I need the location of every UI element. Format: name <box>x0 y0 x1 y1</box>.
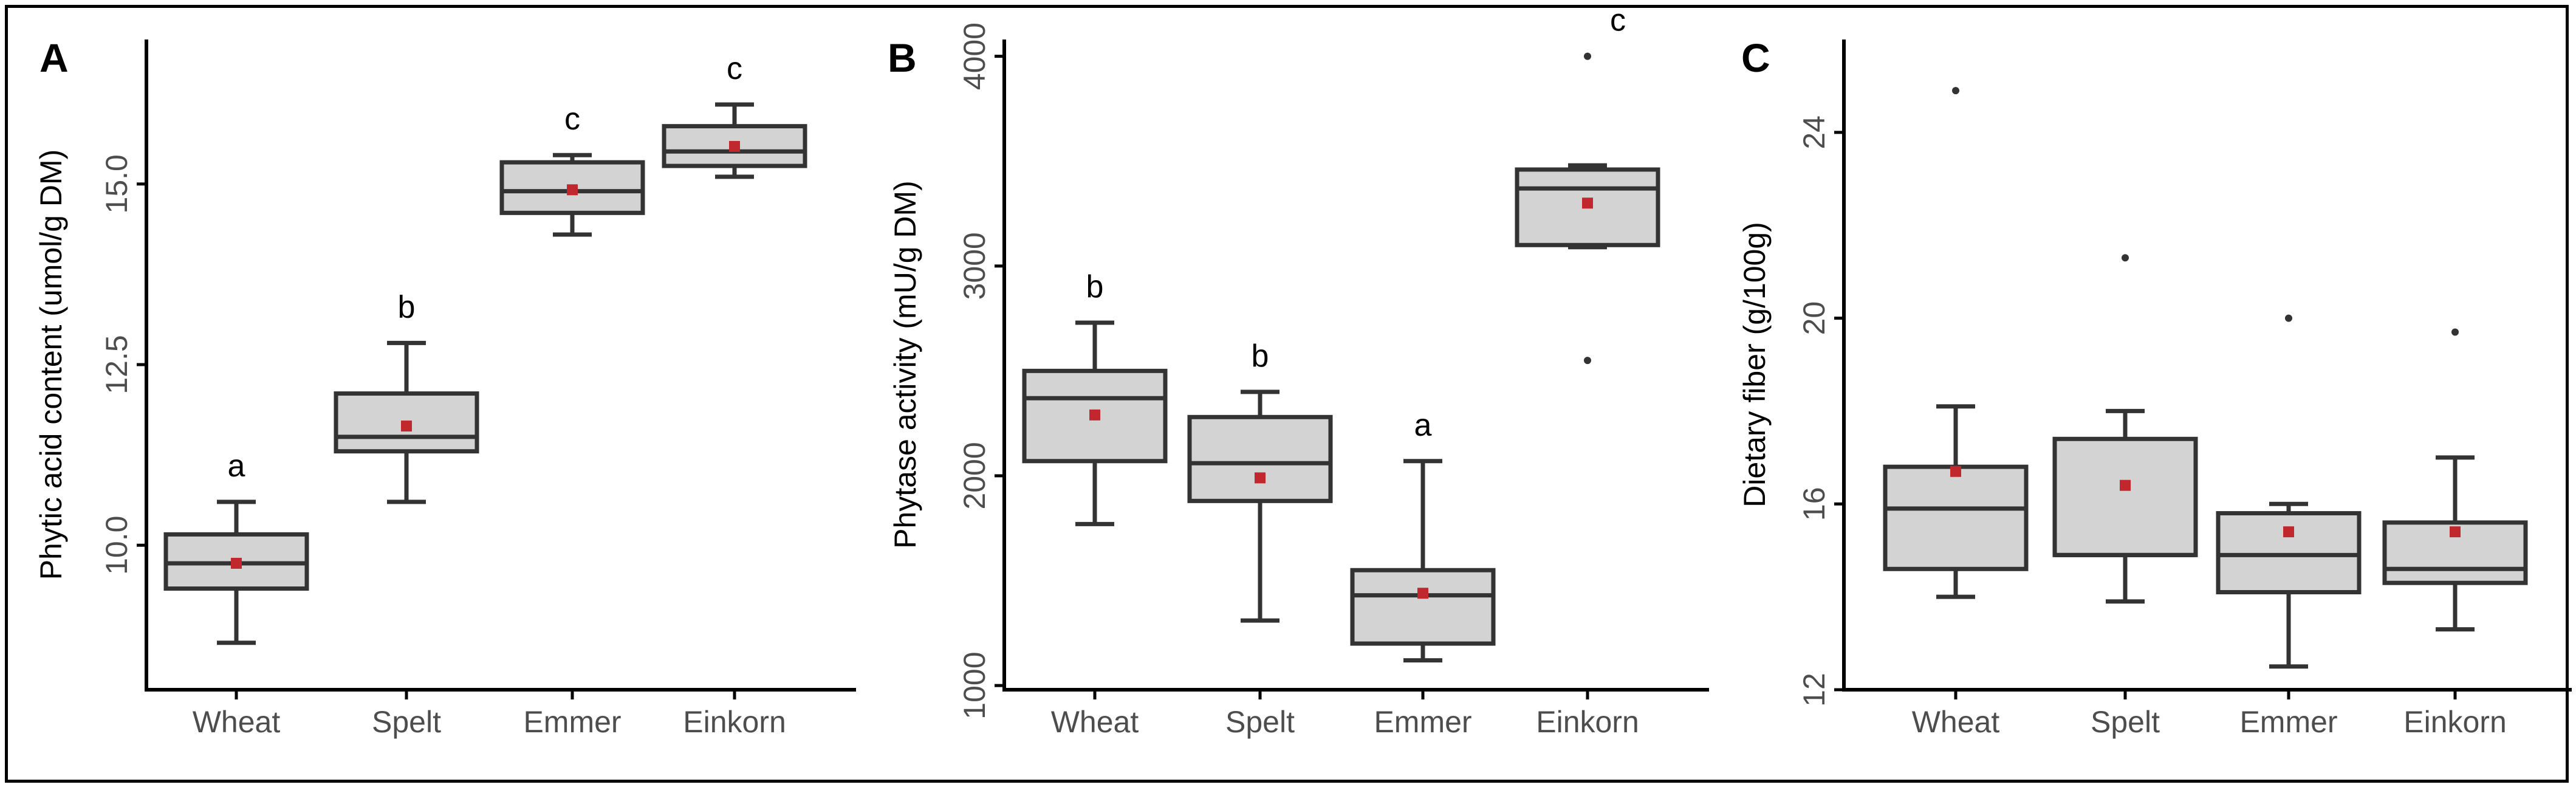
mean-marker <box>1255 472 1266 484</box>
y-tick-label: 2000 <box>957 442 992 509</box>
x-tick-label: Einkorn <box>683 705 786 739</box>
significance-letter: b <box>1252 338 1269 374</box>
box-spelt <box>2052 436 2198 557</box>
y-tick-label: 12 <box>1797 673 1831 707</box>
mean-marker <box>2283 526 2294 538</box>
y-tick-label: 24 <box>1797 115 1831 149</box>
significance-letter: c <box>727 51 742 86</box>
x-tick-label: Spelt <box>2091 705 2160 739</box>
x-tick-label: Emmer <box>1374 705 1471 739</box>
mean-marker <box>1417 588 1428 599</box>
y-tick-label: 10.0 <box>100 516 134 575</box>
x-tick-label: Einkorn <box>2403 705 2507 739</box>
box-emmer <box>1350 568 1496 646</box>
x-tick-label: Spelt <box>1225 705 1295 739</box>
outlier-point <box>2451 328 2459 336</box>
mean-marker <box>231 557 242 569</box>
y-axis-label-c: Dietary fiber (g/100g) <box>1738 222 1772 507</box>
box-spelt <box>1187 414 1333 503</box>
outlier-point <box>2285 314 2292 322</box>
y-tick-label: 3000 <box>957 232 992 300</box>
x-tick-label: Wheat <box>1912 705 2000 739</box>
mean-marker <box>1582 197 1593 209</box>
outlier-point <box>2122 254 2129 262</box>
mean-marker <box>1950 465 1961 477</box>
panel-letter-a: A <box>39 35 69 80</box>
y-tick-label: 12.5 <box>100 335 134 394</box>
outlier-point <box>1584 52 1591 60</box>
box-wheat <box>1883 464 2029 571</box>
outlier-point <box>1584 357 1591 365</box>
x-tick-label: Spelt <box>372 705 441 739</box>
significance-letter: b <box>398 289 416 325</box>
significance-letter: b <box>1086 269 1104 304</box>
x-tick-label: Einkorn <box>1536 705 1639 739</box>
mean-marker <box>729 140 740 152</box>
box-plot-figure: A Phytic acid content (umol/g DM) 10.0 12.5… <box>34 8 2572 739</box>
box-emmer <box>2216 511 2362 594</box>
mean-marker <box>2120 479 2131 491</box>
y-tick-label: 4000 <box>957 22 992 90</box>
significance-letter: c <box>564 101 580 137</box>
significance-letter: c <box>1610 8 1626 38</box>
x-tick-label: Wheat <box>1051 705 1139 739</box>
y-axis-label-b: Phytase activity (mU/g DM) <box>888 180 922 549</box>
panel-letter-c: C <box>1741 35 1770 80</box>
mean-marker <box>2450 526 2461 538</box>
mean-marker <box>567 184 578 196</box>
y-axis-label-a: Phytic acid content (umol/g DM) <box>34 149 68 580</box>
mean-marker <box>401 421 412 432</box>
box-einkorn <box>662 124 807 168</box>
significance-letter: a <box>1414 408 1432 443</box>
significance-letter: a <box>228 448 245 484</box>
y-tick-label: 16 <box>1797 487 1831 521</box>
mean-marker <box>1089 409 1100 421</box>
y-tick-label: 15.0 <box>100 154 134 213</box>
x-tick-label: Emmer <box>2239 705 2337 739</box>
outlier-point <box>1952 87 1959 95</box>
figure-frame: A Phytic acid content (umol/g DM) 10.0 12.5… <box>5 5 2572 783</box>
y-tick-label: 20 <box>1797 301 1831 335</box>
y-tick-label: 1000 <box>957 651 992 719</box>
panel-letter-b: B <box>888 35 917 80</box>
x-tick-label: Emmer <box>523 705 621 739</box>
x-tick-label: Wheat <box>193 705 281 739</box>
